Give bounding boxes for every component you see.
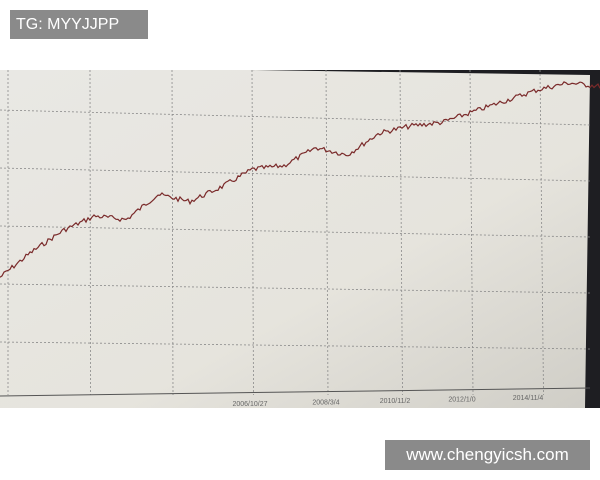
x-tick-label: 2010/11/2 xyxy=(380,398,411,405)
watermark-bottom: www.chengyicsh.com xyxy=(385,440,590,470)
x-tick-label: 2012/1/0 xyxy=(448,397,475,404)
series-line xyxy=(0,81,600,278)
x-tick-label: 2006/10/27 xyxy=(232,401,267,408)
watermark-top: TG: MYYJJPP xyxy=(10,10,148,39)
x-tick-label: 2014/11/4 xyxy=(513,395,544,402)
x-tick-labels: 2006/10/27 2008/3/4 2010/11/2 2012/1/0 2014/… xyxy=(232,395,543,408)
x-tick-label: 2008/3/4 xyxy=(312,400,339,407)
x-axis xyxy=(0,387,591,397)
chart-photo: 2006/10/27 2008/3/4 2010/11/2 2012/1/0 2014/… xyxy=(0,70,600,408)
plot-background xyxy=(0,70,600,408)
